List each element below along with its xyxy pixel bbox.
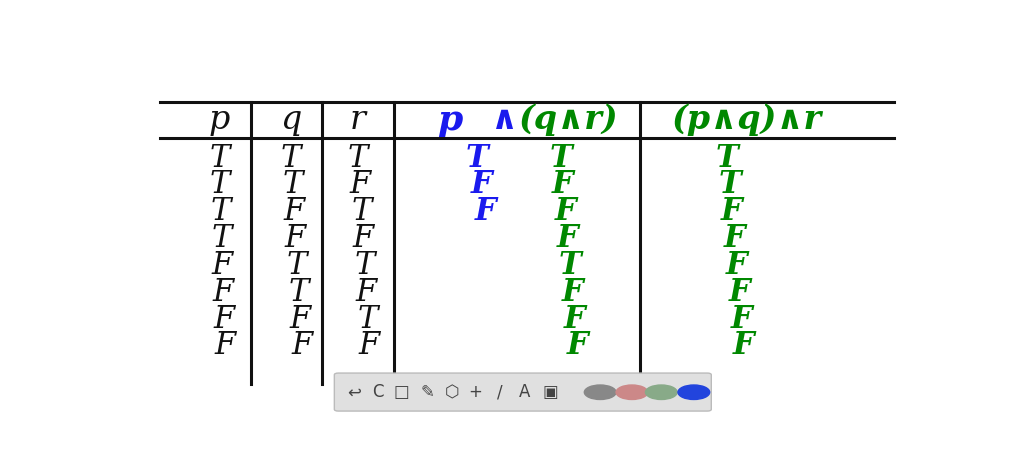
Text: T: T (348, 143, 369, 174)
Text: F: F (724, 223, 745, 254)
Text: T: T (357, 304, 378, 335)
Text: F: F (557, 223, 579, 254)
Text: ↩: ↩ (347, 383, 361, 401)
Text: F: F (470, 169, 492, 200)
Text: r: r (350, 104, 367, 136)
Text: F: F (554, 196, 577, 227)
Text: ▣: ▣ (543, 383, 558, 401)
Text: F: F (561, 277, 584, 308)
Text: F: F (213, 304, 234, 335)
Text: F: F (352, 223, 374, 254)
Circle shape (616, 385, 648, 399)
Text: T: T (718, 169, 741, 200)
Text: F: F (213, 277, 233, 308)
Text: T: T (211, 196, 231, 227)
Text: T: T (212, 223, 231, 254)
Text: (q∧r): (q∧r) (518, 103, 618, 136)
FancyBboxPatch shape (334, 373, 712, 411)
Text: p: p (437, 103, 462, 137)
Text: T: T (466, 143, 488, 174)
Text: F: F (721, 196, 742, 227)
Text: A: A (519, 383, 530, 401)
Text: F: F (290, 304, 310, 335)
Text: F: F (552, 169, 573, 200)
Text: T: T (559, 250, 582, 281)
Text: F: F (284, 196, 304, 227)
Text: F: F (726, 250, 748, 281)
Text: T: T (282, 169, 302, 200)
Text: F: F (212, 250, 233, 281)
Text: □: □ (394, 383, 410, 401)
Text: C: C (373, 383, 384, 401)
Text: T: T (354, 250, 375, 281)
Text: T: T (209, 143, 229, 174)
Text: T: T (281, 143, 301, 174)
Text: F: F (728, 277, 750, 308)
Text: F: F (358, 330, 380, 361)
Text: ⬡: ⬡ (444, 383, 459, 401)
Circle shape (585, 385, 616, 399)
Text: /: / (497, 383, 502, 401)
Text: T: T (210, 169, 230, 200)
Text: F: F (214, 330, 236, 361)
Text: F: F (731, 304, 753, 335)
Text: F: F (291, 330, 312, 361)
Text: T: T (289, 277, 309, 308)
Text: T: T (287, 250, 307, 281)
Text: ∧: ∧ (492, 103, 518, 136)
Text: T: T (351, 196, 372, 227)
Text: (p∧q)∧r: (p∧q)∧r (672, 103, 822, 136)
Text: F: F (285, 223, 306, 254)
Text: q: q (280, 104, 301, 136)
Text: F: F (474, 196, 496, 227)
Text: F: F (349, 169, 371, 200)
Text: F: F (355, 277, 377, 308)
Text: ✎: ✎ (421, 383, 435, 401)
Circle shape (678, 385, 710, 399)
Text: p: p (209, 104, 230, 136)
Text: F: F (566, 330, 588, 361)
Circle shape (645, 385, 677, 399)
Text: T: T (549, 143, 571, 174)
Text: +: + (469, 383, 482, 401)
Text: F: F (733, 330, 755, 361)
Text: F: F (564, 304, 586, 335)
Text: T: T (716, 143, 738, 174)
